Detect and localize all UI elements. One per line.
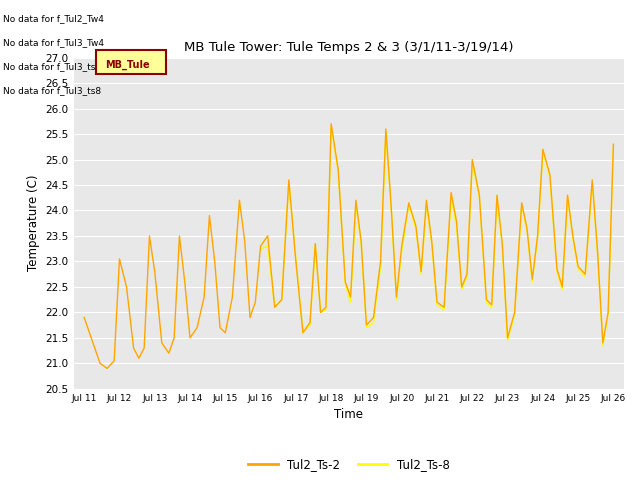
Tul2_Ts-8 [370,320,378,325]
X-axis label: Time: Time [334,408,364,421]
Tul2_Ts-2 [103,366,111,372]
Tul2_Ts-2 [146,233,154,239]
Tul2_Ts-2 [158,340,166,346]
Text: No data for f_Tul3_Tw4: No data for f_Tul3_Tw4 [3,38,104,48]
Legend: Tul2_Ts-2, Tul2_Ts-8: Tul2_Ts-2, Tul2_Ts-8 [243,453,454,476]
Tul2_Ts-8 [327,123,335,129]
Tul2_Ts-2 [200,294,208,300]
Tul2_Ts-8 [609,144,617,150]
Text: No data for f_Tul2_Tw4: No data for f_Tul2_Tw4 [3,14,104,24]
Tul2_Ts-2 [81,314,88,320]
Tul2_Ts-8 [488,304,495,310]
Y-axis label: Temperature (C): Temperature (C) [27,175,40,272]
Tul2_Ts-2 [299,330,307,336]
Text: MB_Tule: MB_Tule [106,60,150,71]
Tul2_Ts-8 [387,205,395,211]
Tul2_Ts-8 [322,307,330,312]
Tul2_Ts-8 [257,246,264,252]
Tul2_Ts-2 [370,314,378,320]
Tul2_Ts-8 [357,240,365,246]
Line: Tul2_Ts-2: Tul2_Ts-2 [84,124,613,369]
Tul2_Ts-2 [327,121,335,127]
Tul2_Ts-2 [609,141,617,147]
Tul2_Ts-8 [382,131,390,137]
Text: No data for f_Tul3_ts8: No data for f_Tul3_ts8 [3,86,101,96]
Text: No data for f_Tul3_ts2: No data for f_Tul3_ts2 [3,62,101,72]
Title: MB Tule Tower: Tule Temps 2 & 3 (3/1/11-3/19/14): MB Tule Tower: Tule Temps 2 & 3 (3/1/11-… [184,41,513,54]
Tul2_Ts-2 [564,192,572,198]
Line: Tul2_Ts-8: Tul2_Ts-8 [260,126,613,346]
Tul2_Ts-8 [599,343,607,348]
